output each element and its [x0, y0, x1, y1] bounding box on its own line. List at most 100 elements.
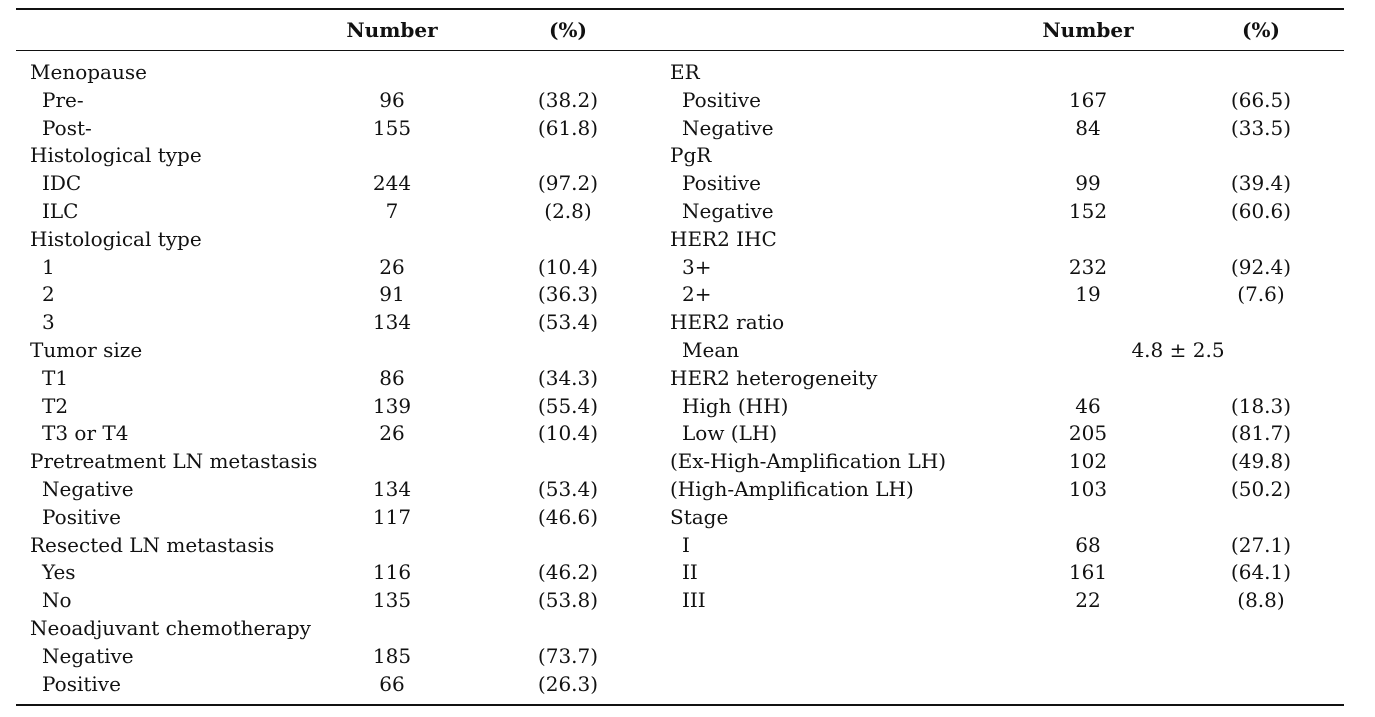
- left-percent-cell: (53.4): [537, 310, 599, 335]
- right-label-cell: Negative: [682, 115, 774, 140]
- left-label-cell: Post-: [42, 115, 92, 140]
- left-number-cell: 139: [372, 393, 412, 418]
- table-row: T1 86 (34.3) HER2 heterogeneity: [16, 365, 1344, 393]
- right-number-cell: 205: [1068, 421, 1108, 446]
- right-percent-cell: (92.4): [1230, 254, 1292, 279]
- left-label-cell: Neoadjuvant chemotherapy: [30, 615, 311, 640]
- left-number-cell: [316, 337, 468, 365]
- left-percent-cell: (36.3): [537, 282, 599, 307]
- left-percent-cell: (46.2): [537, 560, 599, 585]
- left-label-cell: Tumor size: [30, 337, 143, 362]
- right-number-cell: [998, 309, 1178, 337]
- left-percent-cell: (26.3): [537, 671, 599, 696]
- left-percent-cell: [468, 615, 668, 643]
- left-label-cell: Pretreatment LN metastasis: [30, 449, 318, 474]
- header-right-number: Number: [1042, 18, 1134, 42]
- left-number-cell: 134: [372, 476, 412, 501]
- left-number-cell: 7: [385, 198, 399, 223]
- left-label-cell: Negative: [42, 643, 134, 668]
- right-label-cell: High (HH): [682, 393, 789, 418]
- left-percent-cell: (53.4): [537, 476, 599, 501]
- table-row: No 135 (53.8) III 22 (8.8): [16, 587, 1344, 615]
- table-row: Neoadjuvant chemotherapy: [16, 615, 1344, 643]
- right-number-cell: [998, 142, 1178, 170]
- right-label-cell: 3+: [682, 254, 712, 279]
- right-number-cell: [998, 365, 1178, 393]
- right-number-cell: [998, 643, 1178, 671]
- left-number-cell: 134: [372, 310, 412, 335]
- right-number-cell: 19: [1075, 282, 1101, 307]
- table-row: Tumor size Mean 4.8 ± 2.5: [16, 337, 1344, 365]
- right-label-cell: Stage: [670, 504, 729, 529]
- left-percent-cell: [468, 142, 668, 170]
- right-label-cell: [668, 615, 998, 643]
- left-percent-cell: [468, 448, 668, 476]
- right-percent-cell: (66.5): [1230, 87, 1292, 112]
- left-number-cell: 86: [379, 365, 405, 390]
- left-label-cell: Yes: [42, 560, 76, 585]
- right-percent-cell: [1178, 365, 1344, 393]
- right-number-cell: [998, 615, 1178, 643]
- right-number-cell: 161: [1068, 560, 1108, 585]
- right-number-cell: 99: [1075, 171, 1101, 196]
- left-number-cell: [316, 51, 468, 87]
- right-percent-cell: (60.6): [1230, 198, 1292, 223]
- left-label-cell: 2: [42, 282, 55, 307]
- right-label-cell: [668, 643, 998, 671]
- left-percent-cell: (2.8): [544, 198, 592, 223]
- table-row: Pre- 96 (38.2) Positive 167 (66.5): [16, 87, 1344, 115]
- header-right-label: [668, 9, 998, 51]
- left-number-cell: 135: [372, 588, 412, 613]
- table-row: Positive 117 (46.6) Stage: [16, 504, 1344, 532]
- left-percent-cell: (97.2): [537, 171, 599, 196]
- table-row: T2 139 (55.4) High (HH) 46 (18.3): [16, 393, 1344, 421]
- left-label-cell: No: [42, 588, 72, 613]
- table-row: Yes 116 (46.2) II 161 (64.1): [16, 559, 1344, 587]
- header-right-percent: (%): [1242, 18, 1280, 42]
- table-row: Histological type HER2 IHC: [16, 226, 1344, 254]
- left-number-cell: 117: [372, 504, 412, 529]
- left-number-cell: 96: [379, 87, 405, 112]
- right-percent-cell: (7.6): [1237, 282, 1285, 307]
- right-percent-cell: (39.4): [1230, 171, 1292, 196]
- header-left-percent: (%): [549, 18, 587, 42]
- left-number-cell: [316, 532, 468, 560]
- left-label-cell: Negative: [42, 476, 134, 501]
- right-label-cell: Positive: [682, 87, 761, 112]
- right-number-cell: 232: [1068, 254, 1108, 279]
- left-label-cell: 3: [42, 310, 55, 335]
- left-number-cell: [316, 226, 468, 254]
- table-row: Negative 185 (73.7): [16, 643, 1344, 671]
- right-percent-cell: [1178, 226, 1344, 254]
- left-label-cell: Resected LN metastasis: [30, 532, 275, 557]
- left-label-cell: Pre-: [42, 87, 84, 112]
- right-label-cell: [668, 671, 998, 706]
- table-row: T3 or T4 26 (10.4) Low (LH) 205 (81.7): [16, 420, 1344, 448]
- right-percent-cell: [1178, 504, 1344, 532]
- left-label-cell: Menopause: [30, 60, 147, 84]
- right-number-cell: [998, 51, 1178, 87]
- right-label-cell: Negative: [682, 198, 774, 223]
- left-number-cell: 155: [372, 115, 412, 140]
- table-row: Post- 155 (61.8) Negative 84 (33.5): [16, 115, 1344, 143]
- right-mean-value-cell: 4.8 ± 2.5: [1131, 337, 1225, 362]
- left-number-cell: 66: [379, 671, 405, 696]
- right-label-cell: PgR: [670, 143, 712, 168]
- left-number-cell: [316, 615, 468, 643]
- left-percent-cell: [468, 337, 668, 365]
- left-number-cell: 185: [372, 643, 412, 668]
- patient-characteristics-table: Number (%) Number (%) Menopause ER Pre- 96 (…: [16, 8, 1344, 706]
- table-row: Histological type PgR: [16, 142, 1344, 170]
- right-number-cell: 84: [1075, 115, 1101, 140]
- table-row: Positive 66 (26.3): [16, 671, 1344, 706]
- right-percent-cell: (81.7): [1230, 421, 1292, 446]
- left-label-cell: Positive: [42, 671, 121, 696]
- right-label-cell: (High-Amplification LH): [670, 476, 914, 501]
- left-number-cell: 244: [372, 171, 412, 196]
- right-number-cell: 102: [1068, 449, 1108, 474]
- right-number-cell: 46: [1075, 393, 1101, 418]
- right-percent-cell: [1178, 671, 1344, 706]
- right-percent-cell: (8.8): [1237, 588, 1285, 613]
- right-percent-cell: [1178, 51, 1344, 87]
- right-number-cell: 68: [1075, 532, 1101, 557]
